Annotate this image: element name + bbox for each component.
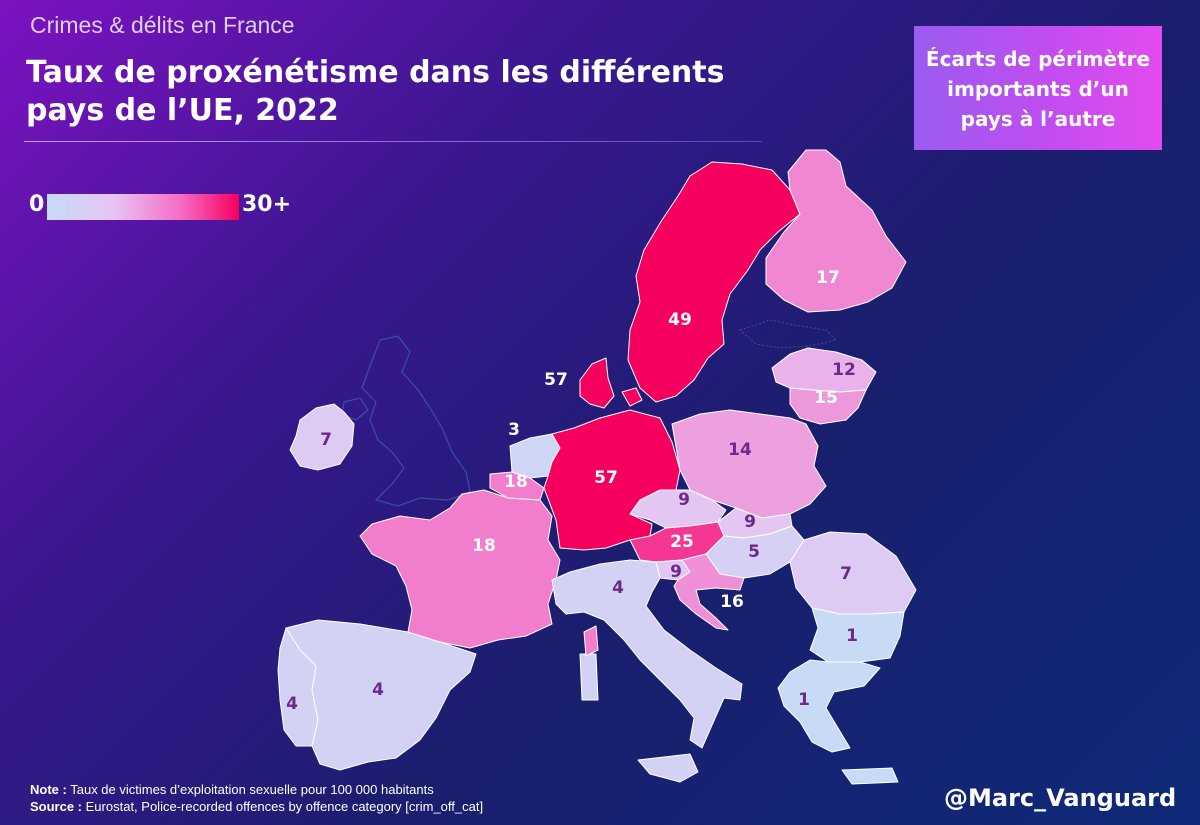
source-text: Eurostat, Police-recorded offences by of…	[85, 799, 484, 814]
note-line: Note : Taux de victimes d’exploitation s…	[30, 781, 483, 798]
country-croatia[interactable]	[673, 553, 745, 631]
label-poland: 14	[728, 440, 752, 460]
footnote: Note : Taux de victimes d’exploitation s…	[30, 781, 483, 815]
label-austria: 25	[670, 532, 694, 552]
label-portugal: 4	[286, 694, 298, 714]
country-ireland[interactable]	[289, 403, 355, 471]
legend-min-label: 0	[29, 192, 45, 217]
country-latvia[interactable]	[771, 347, 877, 393]
source-label: Source :	[30, 799, 83, 814]
author-handle: @Marc_Vanguard	[944, 784, 1177, 812]
country-corsica[interactable]	[583, 625, 599, 657]
label-france: 18	[472, 536, 496, 556]
label-croatia: 16	[720, 592, 744, 612]
country-greece[interactable]	[777, 659, 899, 785]
title-divider	[24, 141, 762, 142]
norway-outline	[739, 319, 837, 349]
label-netherlands: 3	[508, 420, 520, 440]
uk-outline	[361, 335, 471, 507]
country-portugal[interactable]	[277, 627, 319, 747]
label-sweden: 49	[668, 310, 692, 330]
callout-box: Écarts de périmètre importants d’un pays…	[914, 26, 1162, 150]
legend-max-label: 30+	[242, 192, 292, 217]
country-bulgaria[interactable]	[809, 607, 905, 663]
country-lithuania[interactable]	[789, 387, 867, 425]
label-ireland: 7	[320, 430, 332, 450]
label-finland: 17	[816, 268, 840, 288]
label-greece: 1	[798, 690, 810, 710]
label-bulgaria: 1	[846, 626, 858, 646]
country-denmark[interactable]	[579, 357, 643, 409]
series-subtitle: Crimes & délits en France	[30, 12, 295, 38]
country-france[interactable]	[359, 489, 561, 649]
note-text: Taux de victimes d’exploitation sexuelle…	[70, 782, 434, 797]
note-label: Note :	[30, 782, 67, 797]
label-latvia: 12	[832, 360, 856, 380]
country-germany[interactable]	[543, 409, 681, 551]
country-finland[interactable]	[765, 149, 907, 313]
label-slovakia: 9	[744, 512, 756, 532]
label-slovenia: 9	[670, 562, 682, 582]
country-romania[interactable]	[789, 531, 917, 615]
value-labels: 7 4 4 18 18 3 57 57 49 17 12 15 14 9 9 2…	[286, 268, 858, 714]
label-italy: 4	[612, 578, 624, 598]
label-denmark: 57	[544, 370, 568, 390]
country-italy[interactable]	[551, 559, 743, 783]
label-spain: 4	[372, 680, 384, 700]
page-title: Taux de proxénétisme dans les différents…	[26, 55, 725, 128]
label-lithuania: 15	[814, 388, 838, 408]
label-czechia: 9	[678, 490, 690, 510]
label-germany: 57	[594, 468, 618, 488]
source-line: Source : Eurostat, Police-recorded offen…	[30, 798, 483, 815]
label-hungary: 5	[748, 542, 760, 562]
label-romania: 7	[840, 564, 852, 584]
label-belgium: 18	[504, 472, 528, 492]
legend-color-bar	[47, 194, 239, 220]
